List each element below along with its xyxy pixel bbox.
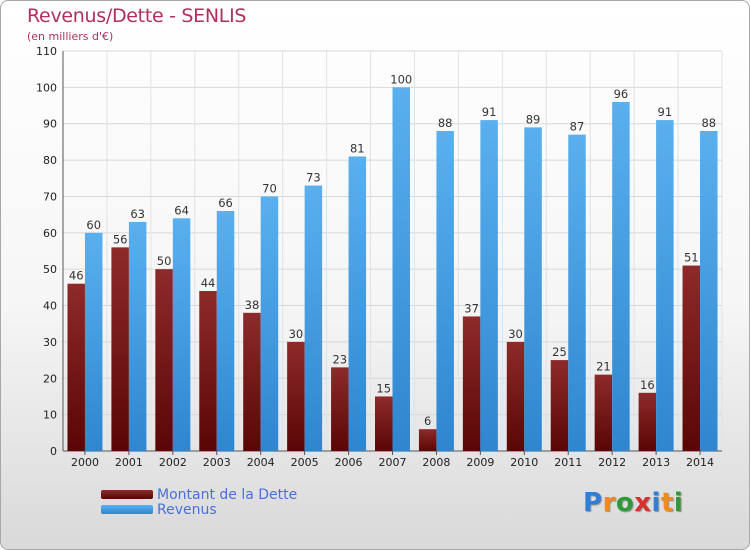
data-label: 21 — [596, 360, 611, 374]
bar-revenus — [568, 134, 586, 452]
bar-dette — [638, 392, 657, 451]
legend-label-dette: Montant de la Dette — [157, 486, 298, 503]
data-label: 15 — [376, 381, 391, 395]
y-tick-label: 40 — [43, 300, 57, 313]
bar-dette — [199, 291, 217, 451]
data-label: 16 — [640, 378, 655, 392]
legend-item-dette: Montant de la Dette — [101, 486, 298, 503]
x-tick-label: 2001 — [115, 456, 143, 469]
data-label: 30 — [508, 327, 523, 341]
y-tick-label: 60 — [43, 227, 57, 240]
bar-dette — [287, 341, 305, 451]
data-label: 46 — [69, 269, 84, 283]
x-tick-label: 2010 — [510, 456, 538, 469]
proxiti-logo: Proxiti — [583, 488, 684, 518]
x-tick-label: 2003 — [203, 456, 231, 469]
data-label: 81 — [350, 141, 365, 155]
data-label: 89 — [526, 112, 541, 126]
data-label: 30 — [289, 327, 304, 341]
legend-label-revenus: Revenus — [157, 501, 217, 518]
bar-revenus — [260, 196, 279, 451]
bar-revenus — [480, 120, 498, 451]
data-label: 23 — [332, 352, 347, 366]
bar-dette — [418, 429, 437, 451]
chart-title: Revenus/Dette - SENLIS — [27, 5, 247, 27]
y-tick-label: 80 — [43, 154, 57, 167]
bar-dette — [550, 360, 569, 451]
data-label: 91 — [658, 105, 673, 119]
bar-dette — [111, 247, 129, 451]
y-tick-label: 100 — [36, 81, 57, 94]
bar-dette — [67, 283, 85, 451]
bar-revenus — [524, 127, 542, 451]
y-tick-label: 30 — [43, 336, 57, 349]
bar-revenus — [612, 101, 630, 451]
x-tick-label: 2009 — [466, 456, 494, 469]
x-tick-label: 2008 — [422, 456, 450, 469]
x-tick-label: 2000 — [71, 456, 99, 469]
x-tick-label: 2006 — [335, 456, 363, 469]
data-label: 38 — [245, 298, 260, 312]
bar-dette — [506, 341, 525, 451]
bar-dette — [155, 269, 173, 451]
data-label: 73 — [306, 171, 321, 185]
data-label: 56 — [113, 232, 128, 246]
bar-revenus — [656, 120, 674, 451]
x-tick-label: 2011 — [554, 456, 582, 469]
bar-dette — [331, 367, 349, 451]
bar-revenus — [392, 87, 410, 451]
bar-dette — [594, 374, 613, 451]
bar-revenus — [700, 131, 718, 451]
bar-revenus — [128, 221, 147, 451]
data-label: 88 — [701, 116, 716, 130]
chart-subtitle: (en milliers d'€) — [27, 30, 114, 43]
data-label: 96 — [614, 87, 629, 101]
data-label: 100 — [390, 72, 412, 86]
bar-revenus — [216, 211, 235, 451]
bar-dette — [462, 316, 481, 451]
data-label: 70 — [262, 181, 277, 195]
legend: Montant de la Dette Revenus — [101, 486, 298, 518]
bar-revenus — [304, 185, 323, 451]
data-label: 25 — [552, 345, 567, 359]
y-tick-label: 110 — [36, 45, 57, 58]
data-label: 64 — [174, 203, 189, 217]
bar-revenus — [348, 156, 367, 452]
y-tick-label: 0 — [50, 445, 57, 458]
x-tick-label: 2014 — [686, 456, 714, 469]
y-tick-label: 20 — [43, 372, 57, 385]
x-tick-label: 2007 — [379, 456, 407, 469]
data-label: 6 — [424, 414, 431, 428]
data-label: 44 — [201, 276, 216, 290]
bar-dette — [375, 396, 393, 451]
bar-dette — [243, 312, 261, 451]
y-tick-label: 10 — [43, 409, 57, 422]
bar-revenus — [436, 131, 454, 451]
x-tick-label: 2004 — [247, 456, 275, 469]
data-label: 51 — [684, 251, 699, 265]
bar-revenus — [84, 232, 103, 451]
data-label: 60 — [86, 218, 101, 232]
data-label: 66 — [218, 196, 233, 210]
bar-revenus — [172, 218, 191, 451]
data-label: 37 — [464, 301, 479, 315]
y-tick-label: 70 — [43, 190, 57, 203]
legend-swatch-dette — [101, 490, 153, 499]
x-tick-label: 2013 — [642, 456, 670, 469]
y-tick-label: 50 — [43, 263, 57, 276]
x-tick-label: 2002 — [159, 456, 187, 469]
data-label: 87 — [570, 120, 585, 134]
x-tick-label: 2012 — [598, 456, 626, 469]
legend-item-revenus: Revenus — [101, 501, 297, 518]
data-label: 88 — [438, 116, 453, 130]
data-label: 91 — [482, 105, 497, 119]
y-tick-label: 90 — [43, 118, 57, 131]
x-tick-label: 2005 — [291, 456, 319, 469]
legend-swatch-revenus — [101, 505, 153, 514]
data-label: 63 — [130, 207, 145, 221]
bar-dette — [682, 265, 701, 451]
data-label: 50 — [157, 254, 172, 268]
